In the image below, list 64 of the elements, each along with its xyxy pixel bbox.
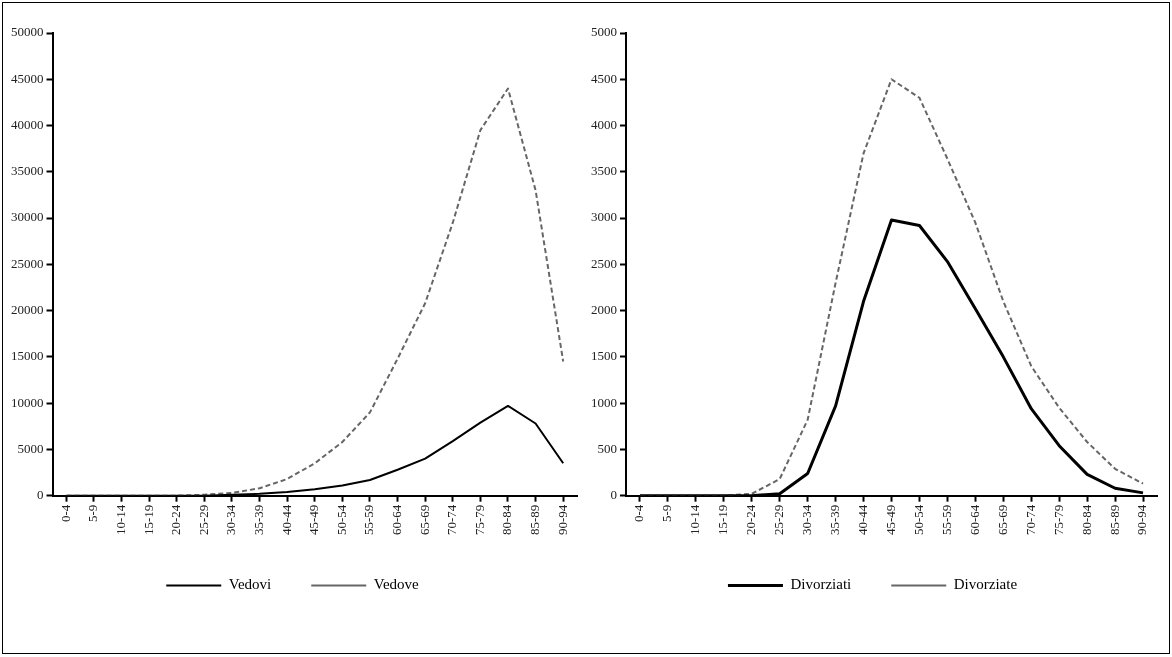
x-tick-label: 25-29 [195, 504, 211, 536]
x-tick-label: 90-94 [554, 504, 570, 536]
x-tick-label: 55-59 [361, 504, 377, 536]
y-tick-label: 30000 [11, 209, 44, 225]
y-tick-label: 0 [610, 487, 617, 503]
x-tick-label: 80-84 [499, 504, 515, 536]
x-tick-label: 35-39 [827, 504, 843, 536]
y-tick-label: 10000 [11, 394, 44, 410]
x-tick-label: 65-69 [416, 504, 432, 536]
x-tick-label: 0-4 [631, 504, 647, 523]
x-tick-label: 50-54 [910, 504, 926, 536]
y-tick-label: 5000 [17, 440, 44, 456]
x-tick-label: 80-84 [1078, 504, 1094, 536]
x-tick-label: 10-14 [687, 504, 703, 536]
x-tick-label: 60-64 [388, 504, 404, 536]
x-tick-label: 70-74 [444, 504, 460, 536]
y-tick-label: 3000 [591, 209, 617, 225]
x-tick-label: 50-54 [333, 504, 349, 536]
legend-label: Divorziate [953, 576, 1018, 593]
x-tick-label: 60-64 [966, 504, 982, 536]
x-tick-label: 15-19 [140, 504, 156, 536]
x-tick-label: 20-24 [743, 504, 759, 536]
x-tick-label: 5-9 [85, 504, 101, 523]
x-tick-label: 75-79 [1050, 504, 1066, 536]
y-tick-label: 2500 [591, 255, 617, 271]
x-tick-label: 15-19 [715, 504, 731, 536]
y-tick-label: 5000 [591, 24, 617, 40]
x-tick-label: 85-89 [527, 504, 543, 536]
x-tick-label: 55-59 [938, 504, 954, 536]
x-tick-label: 65-69 [994, 504, 1010, 536]
x-tick-label: 10-14 [112, 504, 128, 536]
y-tick-label: 50000 [11, 24, 44, 40]
y-tick-label: 40000 [11, 116, 44, 132]
x-tick-label: 45-49 [306, 504, 322, 536]
y-tick-label: 25000 [11, 255, 44, 271]
x-tick-label: 20-24 [168, 504, 184, 536]
x-tick-label: 85-89 [1106, 504, 1122, 536]
x-tick-label: 0-4 [57, 504, 73, 523]
legend-label: Vedove [373, 576, 420, 593]
x-tick-label: 70-74 [1022, 504, 1038, 536]
x-tick-label: 25-29 [771, 504, 787, 536]
y-tick-label: 35000 [11, 163, 44, 179]
x-tick-label: 90-94 [1134, 504, 1150, 536]
x-tick-label: 40-44 [278, 504, 294, 536]
y-tick-label: 45000 [11, 70, 44, 86]
y-tick-label: 15000 [11, 348, 44, 364]
x-tick-label: 35-39 [250, 504, 266, 536]
x-tick-label: 40-44 [854, 504, 870, 536]
y-tick-label: 1500 [591, 348, 617, 364]
y-tick-label: 500 [597, 440, 617, 456]
x-tick-label: 30-34 [223, 504, 239, 536]
y-tick-label: 2000 [591, 302, 617, 318]
x-tick-label: 45-49 [882, 504, 898, 536]
legend-label: Vedovi [228, 576, 272, 593]
y-tick-label: 1000 [591, 394, 617, 410]
y-tick-label: 0 [37, 487, 44, 503]
y-tick-label: 3500 [591, 163, 617, 179]
x-tick-label: 75-79 [471, 504, 487, 536]
legend-label: Divorziati [790, 576, 852, 593]
x-tick-label: 30-34 [799, 504, 815, 536]
y-tick-label: 20000 [11, 302, 44, 318]
x-tick-label: 5-9 [659, 504, 675, 523]
y-tick-label: 4000 [591, 116, 617, 132]
y-tick-label: 4500 [591, 70, 617, 86]
